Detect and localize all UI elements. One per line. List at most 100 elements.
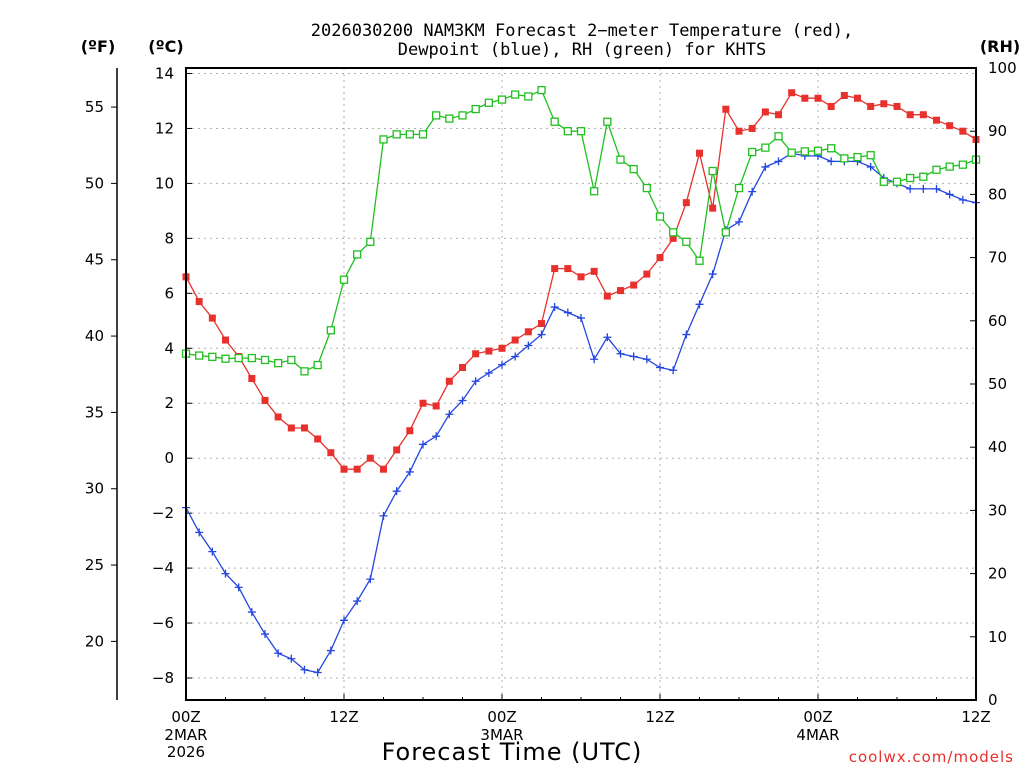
- fahrenheit-tick-label: 55: [85, 98, 104, 116]
- celsius-unit-label: (ºC): [148, 37, 183, 56]
- data-point: [458, 396, 467, 405]
- data-point: [247, 353, 256, 363]
- data-point: [564, 265, 572, 273]
- data-point: [418, 130, 428, 139]
- data-point: [327, 449, 335, 457]
- data-point: [313, 668, 322, 677]
- data-point: [590, 267, 598, 275]
- data-point: [801, 94, 809, 102]
- data-point: [247, 608, 256, 617]
- data-point: [840, 91, 848, 99]
- data-point: [893, 102, 901, 110]
- data-point: [208, 314, 216, 322]
- data-point: [866, 162, 875, 171]
- data-point: [274, 413, 282, 421]
- data-point: [472, 350, 480, 358]
- data-point: [563, 308, 572, 317]
- data-point: [208, 352, 217, 361]
- data-point: [274, 358, 283, 368]
- data-point: [854, 94, 861, 102]
- data-point: [405, 467, 414, 476]
- data-point: [616, 349, 625, 358]
- series-relative-humidity: [181, 85, 981, 376]
- credit-label: coolwx.com/models: [849, 748, 1014, 766]
- data-point: [682, 237, 691, 246]
- data-point: [945, 162, 954, 171]
- data-point: [497, 95, 507, 104]
- rh-tick-label: 10: [988, 628, 1007, 646]
- data-point: [419, 440, 427, 449]
- fahrenheit-tick-label: 25: [85, 556, 104, 574]
- fahrenheit-axis: 55 50 45 40 35 30 25 20: [85, 68, 118, 700]
- data-point: [221, 569, 230, 578]
- data-point: [287, 355, 296, 365]
- data-point: [234, 583, 243, 592]
- celsius-tick-label: 10: [155, 174, 174, 192]
- plot-frame: [185, 67, 977, 701]
- data-point: [629, 164, 638, 174]
- data-point: [301, 424, 308, 432]
- data-point: [261, 630, 269, 639]
- data-point: [576, 127, 586, 136]
- data-point: [484, 369, 493, 378]
- rh-tick-label: 80: [988, 185, 1007, 203]
- rh-tick-label: 30: [988, 501, 1007, 519]
- data-point: [919, 184, 928, 193]
- data-point: [827, 157, 836, 166]
- data-point: [287, 424, 295, 432]
- data-point: [392, 487, 401, 496]
- data-point: [774, 157, 783, 166]
- rh-tick-label: 0: [988, 691, 998, 709]
- data-point: [775, 111, 782, 119]
- fahrenheit-tick-label: 30: [85, 480, 104, 498]
- fahrenheit-tick-label: 40: [85, 327, 104, 345]
- data-point: [326, 326, 335, 335]
- date-label: 3MAR: [480, 726, 523, 744]
- data-point: [195, 298, 203, 306]
- data-point: [735, 127, 743, 135]
- data-point: [840, 154, 849, 163]
- data-point: [524, 328, 532, 336]
- series-line: [185, 152, 977, 674]
- data-point: [471, 104, 480, 114]
- data-point: [827, 102, 835, 110]
- time-tick-label: 00Z: [171, 708, 200, 726]
- data-point: [722, 105, 730, 113]
- data-point: [709, 204, 717, 212]
- celsius-tick-label: 4: [164, 339, 174, 357]
- data-point: [603, 292, 611, 300]
- data-point: [892, 177, 902, 186]
- x-axis-label: Forecast Time (UTC): [382, 738, 643, 766]
- series-line: [185, 91, 977, 471]
- data-point: [379, 135, 388, 144]
- time-tick-label: 00Z: [487, 708, 516, 726]
- data-point: [208, 547, 217, 556]
- celsius-tick-label: 8: [164, 229, 174, 247]
- data-point: [761, 108, 769, 116]
- data-point: [879, 177, 888, 186]
- data-point: [906, 111, 914, 119]
- data-point: [432, 432, 441, 441]
- data-point: [946, 122, 954, 130]
- celsius-tick-label: 2: [164, 394, 174, 412]
- data-point: [537, 330, 546, 339]
- time-tick-label: 12Z: [961, 708, 990, 726]
- data-point: [551, 265, 559, 273]
- data-point: [958, 160, 967, 169]
- celsius-tick-label: 14: [155, 64, 174, 82]
- data-point: [748, 147, 757, 157]
- data-point: [590, 187, 599, 196]
- fahrenheit-unit-label: (ºF): [81, 37, 116, 56]
- data-point: [459, 364, 466, 372]
- fahrenheit-tick-label: 35: [85, 403, 104, 421]
- data-point: [221, 354, 230, 363]
- data-point: [300, 367, 309, 376]
- date-label: 2MAR: [164, 726, 207, 744]
- data-point: [577, 314, 585, 323]
- celsius-tick-label: 6: [164, 284, 174, 302]
- data-point: [406, 427, 414, 435]
- data-point: [524, 341, 533, 350]
- data-point: [603, 333, 612, 342]
- data-point: [511, 90, 520, 99]
